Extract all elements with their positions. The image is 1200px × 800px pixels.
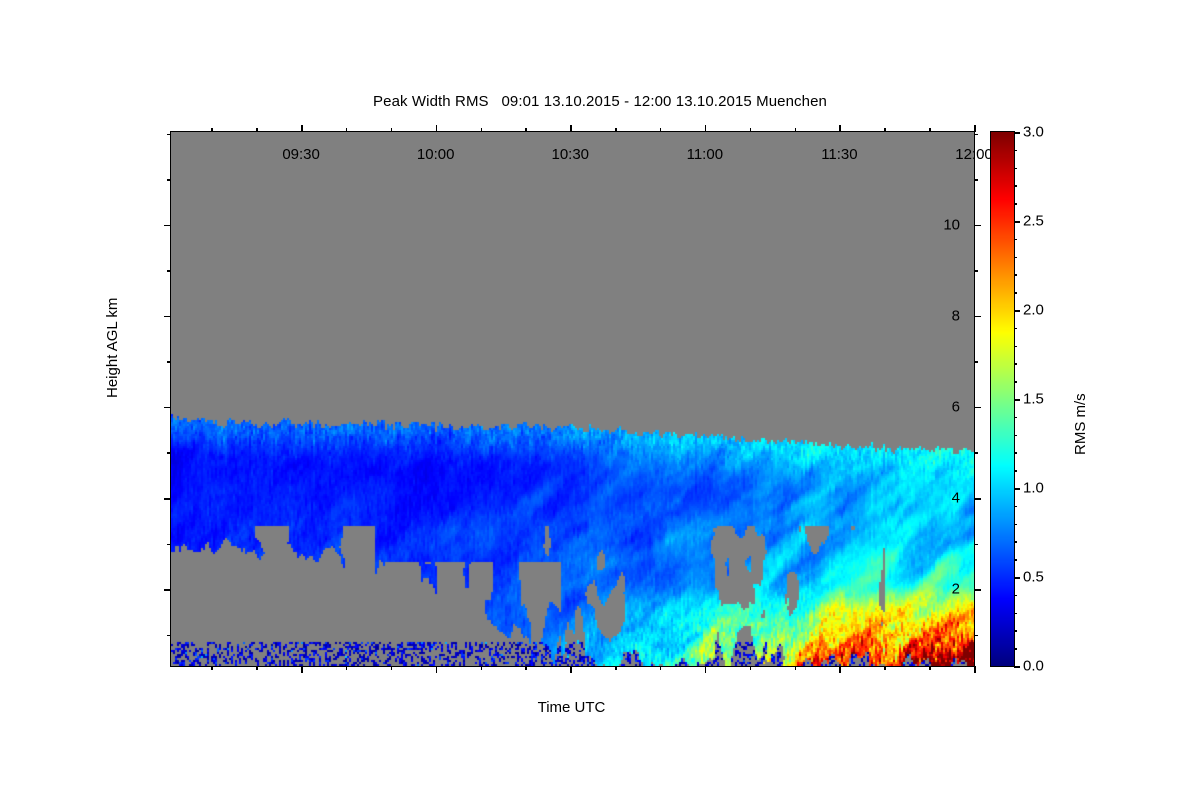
colorbar-tick-label: 2.5: [1023, 212, 1044, 230]
x-axis-label: Time UTC: [537, 699, 606, 716]
plot-title: Peak Width RMS 09:01 13.10.2015 - 12:00 …: [373, 93, 827, 110]
x-tick-label: 11:00: [686, 146, 724, 163]
colorbar-tick-label: 0.5: [1023, 568, 1044, 586]
x-tick-label: 11:30: [821, 146, 858, 163]
colorbar-tick-label: 1.0: [1023, 479, 1044, 497]
colorbar-tick-label: 3.0: [1023, 123, 1044, 141]
y-tick-label: 4: [951, 489, 960, 507]
y-tick-label: 6: [951, 398, 960, 416]
y-tick-label: 8: [951, 307, 960, 325]
colorbar-tick-label: 2.0: [1023, 301, 1044, 319]
colorbar-gradient: [991, 132, 1014, 666]
x-tick-label: 12:00: [955, 146, 993, 163]
plot-area[interactable]: 09:30 10:00 10:30 11:00 11:30 12:00 2 4 6 8 10: [164, 125, 993, 673]
colorbar[interactable]: 0.0 0.5 1.0 1.5 2.0 2.5 3.0: [990, 124, 1044, 675]
x-tick-label: 10:30: [551, 146, 590, 163]
y-axis-label: Height AGL km: [104, 297, 121, 398]
y-tick-label: 2: [951, 580, 960, 598]
colorbar-tick-label: 1.5: [1023, 390, 1044, 408]
x-tick-label: 10:00: [416, 146, 455, 163]
colorbar-tick-label: 0.0: [1023, 657, 1044, 675]
heatmap-image: [171, 132, 974, 666]
x-tick-label: 09:30: [282, 146, 320, 163]
colorbar-label: RMS m/s: [1072, 393, 1089, 455]
y-tick-label: 10: [943, 216, 960, 234]
